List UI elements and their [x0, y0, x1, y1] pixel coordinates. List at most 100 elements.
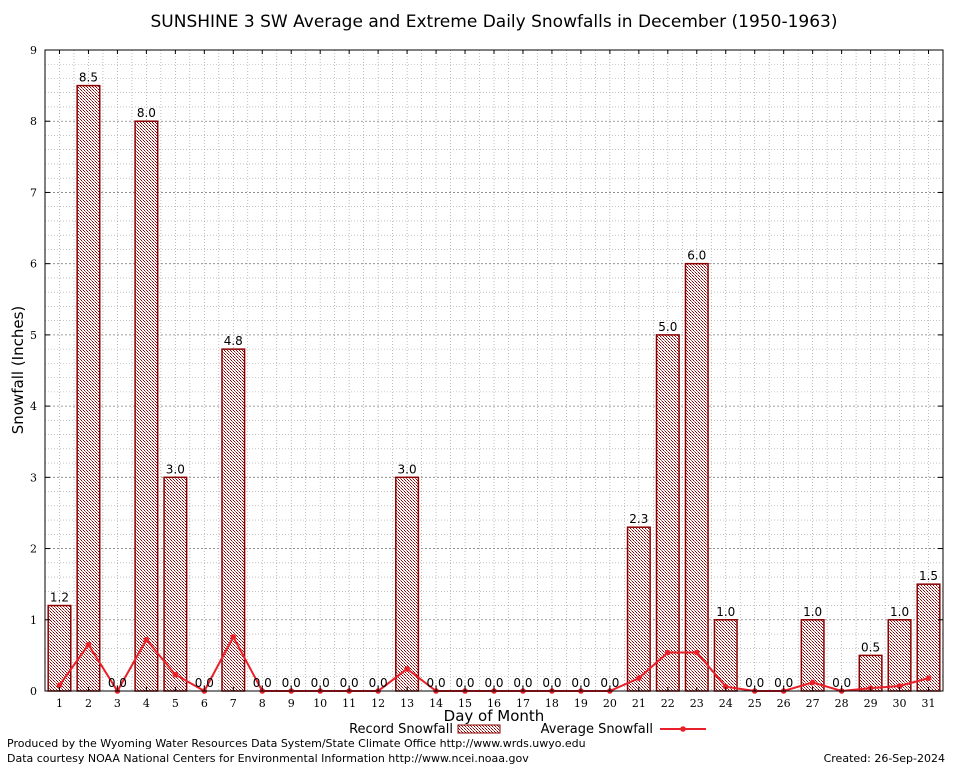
average-point: [896, 683, 903, 689]
bar-value-label: 0.5: [861, 640, 880, 654]
bar-value-label: 8.0: [137, 106, 156, 120]
x-tick-label: 6: [201, 697, 208, 710]
legend-average-marker: [680, 726, 686, 732]
y-tick-label: 2: [30, 543, 37, 556]
record-bar: [47, 604, 72, 692]
average-point: [925, 675, 932, 681]
bar-value-label: 0.0: [745, 676, 764, 690]
bar-value-label: 2.3: [629, 512, 648, 526]
legend-average-label: Average Snowfall: [541, 722, 653, 737]
footer-produced-by: Produced by the Wyoming Water Resources …: [7, 737, 586, 750]
legend-record-label: Record Snowfall: [349, 722, 453, 737]
x-tick-label: 16: [487, 697, 501, 710]
record-bar: [395, 476, 420, 692]
y-tick-label: 8: [30, 115, 37, 128]
average-point: [636, 675, 642, 681]
bar-value-label: 0.0: [484, 676, 503, 690]
bar-value-label: 1.2: [50, 591, 69, 605]
record-bar: [76, 84, 101, 692]
record-bar: [626, 526, 651, 692]
bar-value-label: 6.0: [687, 249, 706, 263]
bar-value-label: 4.8: [224, 334, 243, 348]
x-tick-label: 1: [56, 697, 63, 710]
bar-value-label: 0.0: [774, 676, 793, 690]
bar-value-label: 0.0: [832, 676, 851, 690]
bar-value-label: 0.0: [427, 676, 446, 690]
bar-value-label: 0.0: [455, 676, 474, 690]
x-tick-label: 23: [690, 697, 704, 710]
bar-value-label: 1.0: [890, 605, 909, 619]
bar-value-label: 0.0: [542, 676, 561, 690]
record-bar: [887, 619, 912, 692]
x-tick-label: 3: [114, 697, 121, 710]
record-bar: [655, 334, 680, 692]
x-tick-label: 29: [864, 697, 878, 710]
x-tick-label: 11: [342, 697, 356, 710]
record-bar: [163, 476, 188, 692]
record-bar: [134, 120, 159, 692]
x-tick-label: 8: [259, 697, 266, 710]
bar-value-label: 0.0: [311, 676, 330, 690]
chart-title: SUNSHINE 3 SW Average and Extreme Daily …: [151, 12, 838, 32]
plot-frame: [44, 49, 944, 692]
bar-value-label: 0.0: [513, 676, 532, 690]
bar-value-label: 0.0: [369, 676, 388, 690]
x-tick-label: 10: [313, 697, 327, 710]
x-tick-label: 14: [429, 697, 443, 710]
y-tick-label: 5: [30, 329, 37, 342]
bar-value-label: 1.0: [803, 605, 822, 619]
x-tick-label: 25: [748, 697, 762, 710]
x-tick-label: 5: [172, 697, 179, 710]
average-point: [722, 683, 729, 690]
y-tick-label: 3: [30, 471, 37, 484]
bar-value-label: 3.0: [398, 462, 417, 476]
x-tick-label: 9: [288, 697, 295, 710]
x-tick-label: 27: [806, 697, 820, 710]
y-tick-label: 4: [30, 400, 37, 413]
x-tick-label: 18: [545, 697, 559, 710]
average-point: [143, 636, 150, 643]
x-tick-label: 26: [777, 697, 791, 710]
x-tick-label: 19: [574, 697, 588, 710]
x-tick-label: 30: [893, 697, 907, 710]
bar-value-label: 0.0: [282, 676, 301, 690]
footer-created-date: Created: 26-Sep-2024: [823, 752, 945, 765]
x-tick-label: 2: [85, 697, 92, 710]
bar-value-label: 0.0: [195, 676, 214, 690]
footer-data-courtesy: Data courtesy NOAA National Centers for …: [7, 752, 529, 765]
bar-value-label: 3.0: [166, 462, 185, 476]
data-labels-layer: 1.2 8.5 0.0 8.0 3.0 0.0 4.8 0.0 0.0 0.0 0.0 0.0 3.0 0…: [50, 71, 938, 690]
x-tick-label: 31: [922, 697, 936, 710]
x-tick-label: 24: [719, 697, 733, 710]
x-tick-label: 12: [371, 697, 385, 710]
bar-value-label: 8.5: [79, 71, 98, 85]
record-bar: [916, 583, 941, 692]
x-tick-label: 7: [230, 697, 237, 710]
bar-value-label: 0.0: [108, 676, 127, 690]
x-tick-label: 22: [661, 697, 675, 710]
bar-value-label: 0.0: [340, 676, 359, 690]
legend-record-swatch: [457, 724, 501, 734]
y-axis-label: Snowfall (Inches): [9, 306, 27, 434]
bar-value-label: 0.0: [600, 676, 619, 690]
record-bar: [684, 262, 709, 692]
x-tick-label: 13: [400, 697, 414, 710]
record-bar: [713, 619, 738, 692]
x-tick-label: 21: [632, 697, 646, 710]
legend: Record Snowfall Average Snowfall: [349, 722, 706, 737]
y-tick-label: 9: [30, 44, 37, 57]
bar-value-label: 1.5: [919, 569, 938, 583]
bar-value-label: 0.0: [571, 676, 590, 690]
bar-value-label: 5.0: [658, 320, 677, 334]
bar-value-label: 0.0: [253, 676, 272, 690]
y-tick-label: 0: [30, 685, 37, 698]
x-tick-label: 17: [516, 697, 530, 710]
y-tick-label: 6: [30, 258, 37, 271]
x-tick-label: 4: [143, 697, 150, 710]
x-axis-label: Day of Month: [444, 707, 545, 725]
x-tick-label: 15: [458, 697, 472, 710]
average-point: [230, 634, 237, 640]
bar-value-label: 1.0: [716, 605, 735, 619]
average-point: [56, 682, 63, 689]
